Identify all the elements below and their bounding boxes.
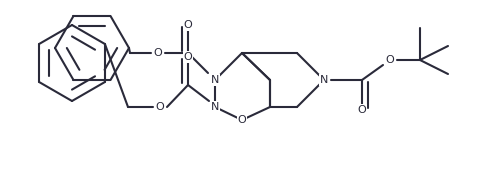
- Text: O: O: [183, 20, 192, 30]
- Text: O: O: [183, 52, 192, 62]
- Text: O: O: [155, 102, 164, 112]
- Text: O: O: [357, 105, 365, 115]
- Text: N: N: [211, 75, 219, 85]
- Text: N: N: [211, 102, 219, 112]
- Text: N: N: [319, 75, 328, 85]
- Text: O: O: [237, 115, 246, 125]
- Text: O: O: [153, 48, 162, 58]
- Text: O: O: [385, 55, 393, 65]
